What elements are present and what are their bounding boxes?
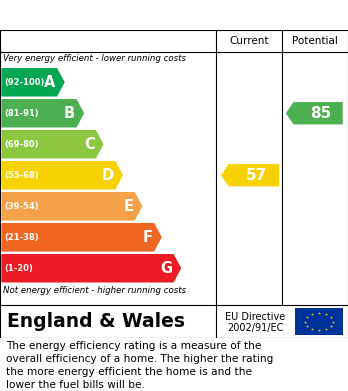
Text: (1-20): (1-20) [4,264,33,273]
Polygon shape [221,164,279,187]
Text: G: G [160,261,172,276]
Text: (55-68): (55-68) [4,171,39,180]
Text: A: A [44,75,56,90]
Text: 57: 57 [246,168,267,183]
Text: (39-54): (39-54) [4,202,39,211]
Text: Potential: Potential [292,36,338,46]
Polygon shape [286,102,343,124]
Text: Not energy efficient - higher running costs: Not energy efficient - higher running co… [3,286,187,295]
Text: The energy efficiency rating is a measure of the
overall efficiency of a home. T: The energy efficiency rating is a measur… [6,341,274,390]
Text: (92-100): (92-100) [4,78,45,87]
Text: C: C [84,137,95,152]
Polygon shape [1,130,104,158]
Text: Current: Current [229,36,269,46]
Text: B: B [64,106,75,121]
Text: EU Directive: EU Directive [225,312,286,321]
Text: (69-80): (69-80) [4,140,39,149]
Text: Very energy efficient - lower running costs: Very energy efficient - lower running co… [3,54,187,63]
Text: (81-91): (81-91) [4,109,39,118]
Text: England & Wales: England & Wales [7,312,185,331]
FancyBboxPatch shape [295,308,343,335]
Polygon shape [1,161,123,190]
Text: D: D [102,168,114,183]
Text: (21-38): (21-38) [4,233,39,242]
Polygon shape [1,192,142,221]
Text: F: F [143,230,153,245]
Polygon shape [1,254,181,283]
Text: 85: 85 [310,106,331,121]
Text: E: E [123,199,133,214]
Polygon shape [1,99,84,127]
Text: 2002/91/EC: 2002/91/EC [227,323,284,333]
Polygon shape [1,68,65,97]
Text: Energy Efficiency Rating: Energy Efficiency Rating [9,7,229,23]
Polygon shape [1,223,162,251]
